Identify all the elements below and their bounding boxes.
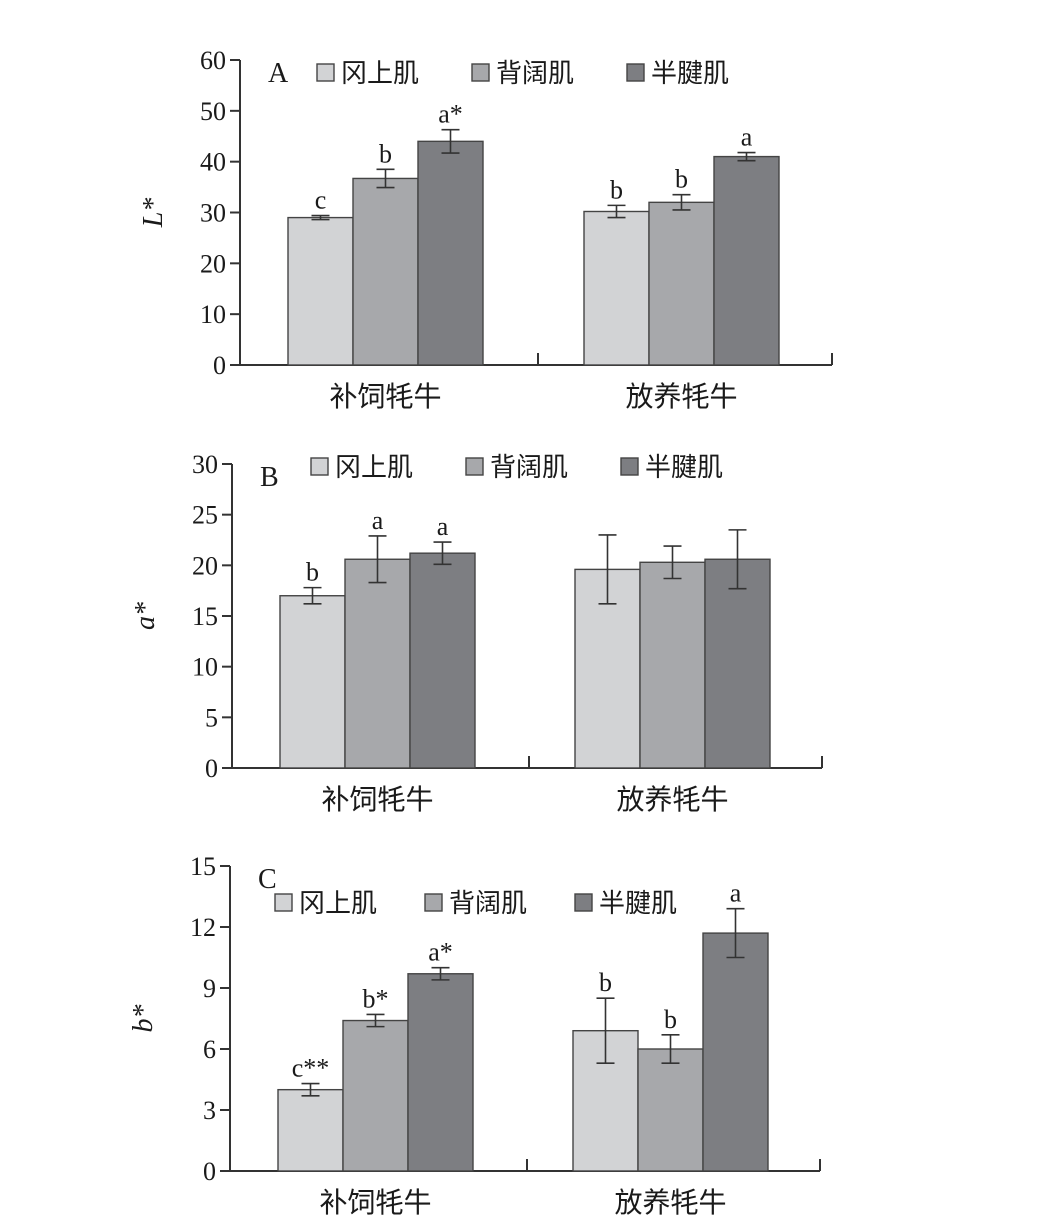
- legend-swatch: [620, 457, 639, 476]
- bar: [342, 1019, 409, 1172]
- x-category-label: 放养牦牛: [616, 783, 728, 816]
- y-tick-label: 0: [203, 1157, 216, 1186]
- y-tick-label: 10: [200, 300, 226, 329]
- legend-label: 半腱肌: [599, 889, 677, 919]
- legend-swatch: [574, 893, 593, 912]
- legend-label: 冈上肌: [341, 59, 419, 89]
- bar: [407, 973, 474, 1172]
- legend-label: 半腱肌: [645, 453, 723, 483]
- significance-label: a*: [428, 938, 453, 967]
- significance-label: b: [610, 175, 623, 204]
- legend-label: 半腱肌: [651, 59, 729, 89]
- x-category-label: 放养牦牛: [614, 1186, 726, 1219]
- y-tick-label: 0: [205, 754, 218, 783]
- y-tick-label: 0: [213, 351, 226, 380]
- y-tick-label: 40: [200, 148, 226, 177]
- x-category-label: 补饲牦牛: [321, 783, 433, 816]
- significance-label: b: [599, 968, 612, 997]
- bar: [648, 201, 715, 366]
- bar: [409, 552, 476, 769]
- y-axis-label: L*: [138, 198, 169, 229]
- significance-label: b: [306, 558, 319, 587]
- bar: [702, 932, 769, 1172]
- bar: [713, 155, 780, 366]
- bar: [639, 561, 706, 769]
- bar: [417, 140, 484, 366]
- legend-label: 背阔肌: [490, 453, 568, 483]
- significance-label: b: [379, 139, 392, 168]
- x-category-label: 补饲牦牛: [319, 1186, 431, 1219]
- y-tick-label: 10: [192, 653, 218, 682]
- legend-swatch: [471, 63, 490, 82]
- y-tick-label: 30: [200, 199, 226, 228]
- bar: [344, 558, 411, 769]
- bar: [279, 595, 346, 769]
- y-tick-label: 6: [203, 1035, 216, 1064]
- y-tick-label: 50: [200, 97, 226, 126]
- legend-swatch: [274, 893, 293, 912]
- legend-swatch: [316, 63, 335, 82]
- significance-label: b*: [363, 984, 389, 1013]
- y-tick-label: 60: [200, 46, 226, 75]
- y-tick-label: 25: [192, 501, 218, 530]
- legend-label: 背阔肌: [496, 59, 574, 89]
- panel-label: C: [258, 864, 277, 895]
- significance-label: c: [315, 186, 327, 215]
- significance-label: a: [372, 506, 384, 535]
- bar: [352, 177, 419, 366]
- panel-label: B: [260, 462, 279, 493]
- y-tick-label: 12: [190, 913, 216, 942]
- legend-swatch: [424, 893, 443, 912]
- legend-swatch: [626, 63, 645, 82]
- legend-label: 背阔肌: [449, 889, 527, 919]
- y-axis-label: b*: [128, 1005, 159, 1033]
- significance-label: a: [437, 512, 449, 541]
- x-category-label: 放养牦牛: [625, 380, 737, 413]
- bar: [704, 558, 771, 769]
- legend-label: 冈上肌: [299, 889, 377, 919]
- legend-swatch: [310, 457, 329, 476]
- bar: [287, 216, 354, 366]
- bar: [637, 1048, 704, 1172]
- bar: [277, 1088, 344, 1172]
- significance-label: a*: [438, 100, 463, 129]
- legend-label: 冈上肌: [335, 453, 413, 483]
- y-axis-label: a*: [130, 602, 161, 630]
- legend-swatch: [465, 457, 484, 476]
- chart-panel-A: 0 10 20 30 40 50 60 L* A 冈上肌 背阔肌 半腱肌 c b a* 补饲牦牛 b b a 放养牦牛: [138, 46, 833, 413]
- significance-label: a: [741, 123, 753, 152]
- significance-label: c**: [292, 1054, 330, 1083]
- y-tick-label: 3: [203, 1096, 216, 1125]
- panel-label: A: [268, 58, 289, 89]
- significance-label: b: [675, 165, 688, 194]
- y-tick-label: 30: [192, 450, 218, 479]
- y-tick-label: 20: [192, 551, 218, 580]
- bar: [583, 210, 650, 366]
- y-tick-label: 20: [200, 249, 226, 278]
- y-tick-label: 15: [190, 852, 216, 881]
- x-category-label: 补饲牦牛: [329, 380, 441, 413]
- y-tick-label: 9: [203, 974, 216, 1003]
- y-tick-label: 5: [205, 703, 218, 732]
- chart-panel-C: 0 3 6 9 12 15 b* C 冈上肌 背阔肌 半腱肌 c** b* a* 补饲牦牛 b b a 放养牦牛: [128, 852, 821, 1219]
- y-tick-label: 15: [192, 602, 218, 631]
- significance-label: b: [664, 1005, 677, 1034]
- significance-label: a: [730, 879, 742, 908]
- chart-panel-B: 0 5 10 15 20 25 30 a* B 冈上肌 背阔肌 半腱肌 b a a 补饲牦牛 放养牦牛: [130, 450, 823, 816]
